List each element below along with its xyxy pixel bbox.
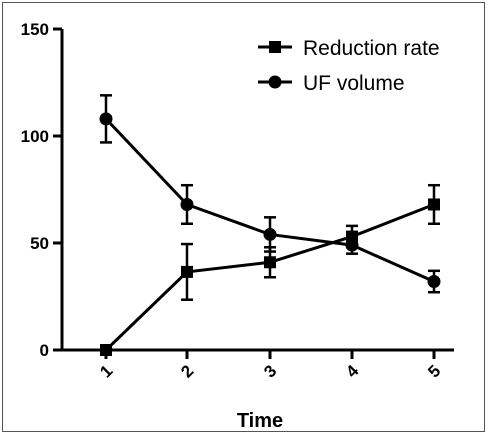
data-point xyxy=(100,344,112,356)
y-tick-label: 50 xyxy=(30,234,49,253)
legend-item: UF volume xyxy=(258,72,405,95)
legend-marker xyxy=(269,41,281,53)
series-layer xyxy=(99,94,441,356)
y-tick-label: 0 xyxy=(40,341,49,360)
legend-item: Reduction rate xyxy=(258,37,440,60)
data-point xyxy=(263,227,277,241)
data-point xyxy=(345,238,359,252)
data-point xyxy=(428,198,440,211)
legend-label: UF volume xyxy=(303,72,405,95)
legend-marker xyxy=(268,75,282,89)
legend: Reduction rate UF volume xyxy=(258,37,440,95)
data-point xyxy=(427,275,441,289)
x-tick-label: 5 xyxy=(424,361,444,381)
x-tick-label: 3 xyxy=(260,361,280,381)
data-point xyxy=(99,112,113,126)
x-tick-label: 2 xyxy=(177,361,197,381)
data-point xyxy=(264,256,276,269)
y-tick-label: 100 xyxy=(21,127,49,146)
x-axis-title: Time xyxy=(237,410,283,432)
series-reduction-rate xyxy=(100,183,440,356)
series-uf-volume xyxy=(99,94,441,294)
x-tick-label: 1 xyxy=(96,361,116,381)
data-point xyxy=(180,197,194,211)
x-tick-label: 4 xyxy=(342,361,363,382)
y-tick-label: 150 xyxy=(21,20,49,39)
data-point xyxy=(181,265,193,278)
legend-label: Reduction rate xyxy=(303,37,440,60)
